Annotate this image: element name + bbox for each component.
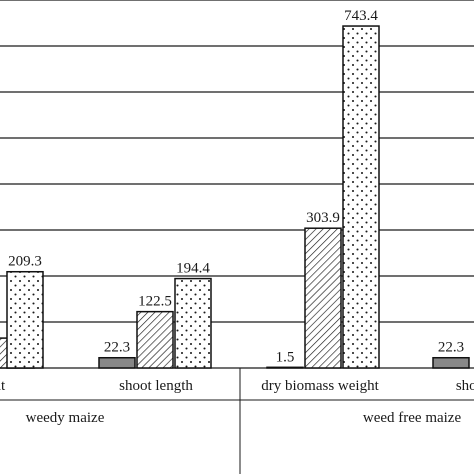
data-label: 743.4 xyxy=(344,8,378,24)
bar-hatched-2 xyxy=(136,310,174,369)
bar-dotted-2 xyxy=(174,277,212,369)
bar-solid-3 xyxy=(266,366,304,369)
category-label: shoot length xyxy=(119,378,193,394)
category-labels: s weight shoot length dry biomass weight sh… xyxy=(0,378,474,394)
data-label: 209.3 xyxy=(8,254,42,270)
data-label: 194.4 xyxy=(176,261,210,277)
data-label: 22.3 xyxy=(104,340,130,356)
bar-dotted-3 xyxy=(342,25,380,369)
bar-solid-2 xyxy=(98,356,136,369)
bar-solid-4 xyxy=(432,356,470,369)
category-label: dry biomass weight xyxy=(261,378,379,394)
bar-hatched-3 xyxy=(304,227,342,369)
group-label: weedy maize xyxy=(26,410,105,426)
category-label: shoo xyxy=(456,378,474,394)
group-label: weed free maize xyxy=(363,410,462,426)
group-labels: weedy maize weed free maize xyxy=(26,410,462,426)
bars xyxy=(0,25,470,369)
bar-dotted-1 xyxy=(6,270,44,369)
data-label: 122.5 xyxy=(138,294,172,310)
data-label: 1.5 xyxy=(276,349,295,365)
data-label: 22.3 xyxy=(438,340,464,356)
data-label: 303.9 xyxy=(306,210,340,226)
category-label: s weight xyxy=(0,378,6,394)
